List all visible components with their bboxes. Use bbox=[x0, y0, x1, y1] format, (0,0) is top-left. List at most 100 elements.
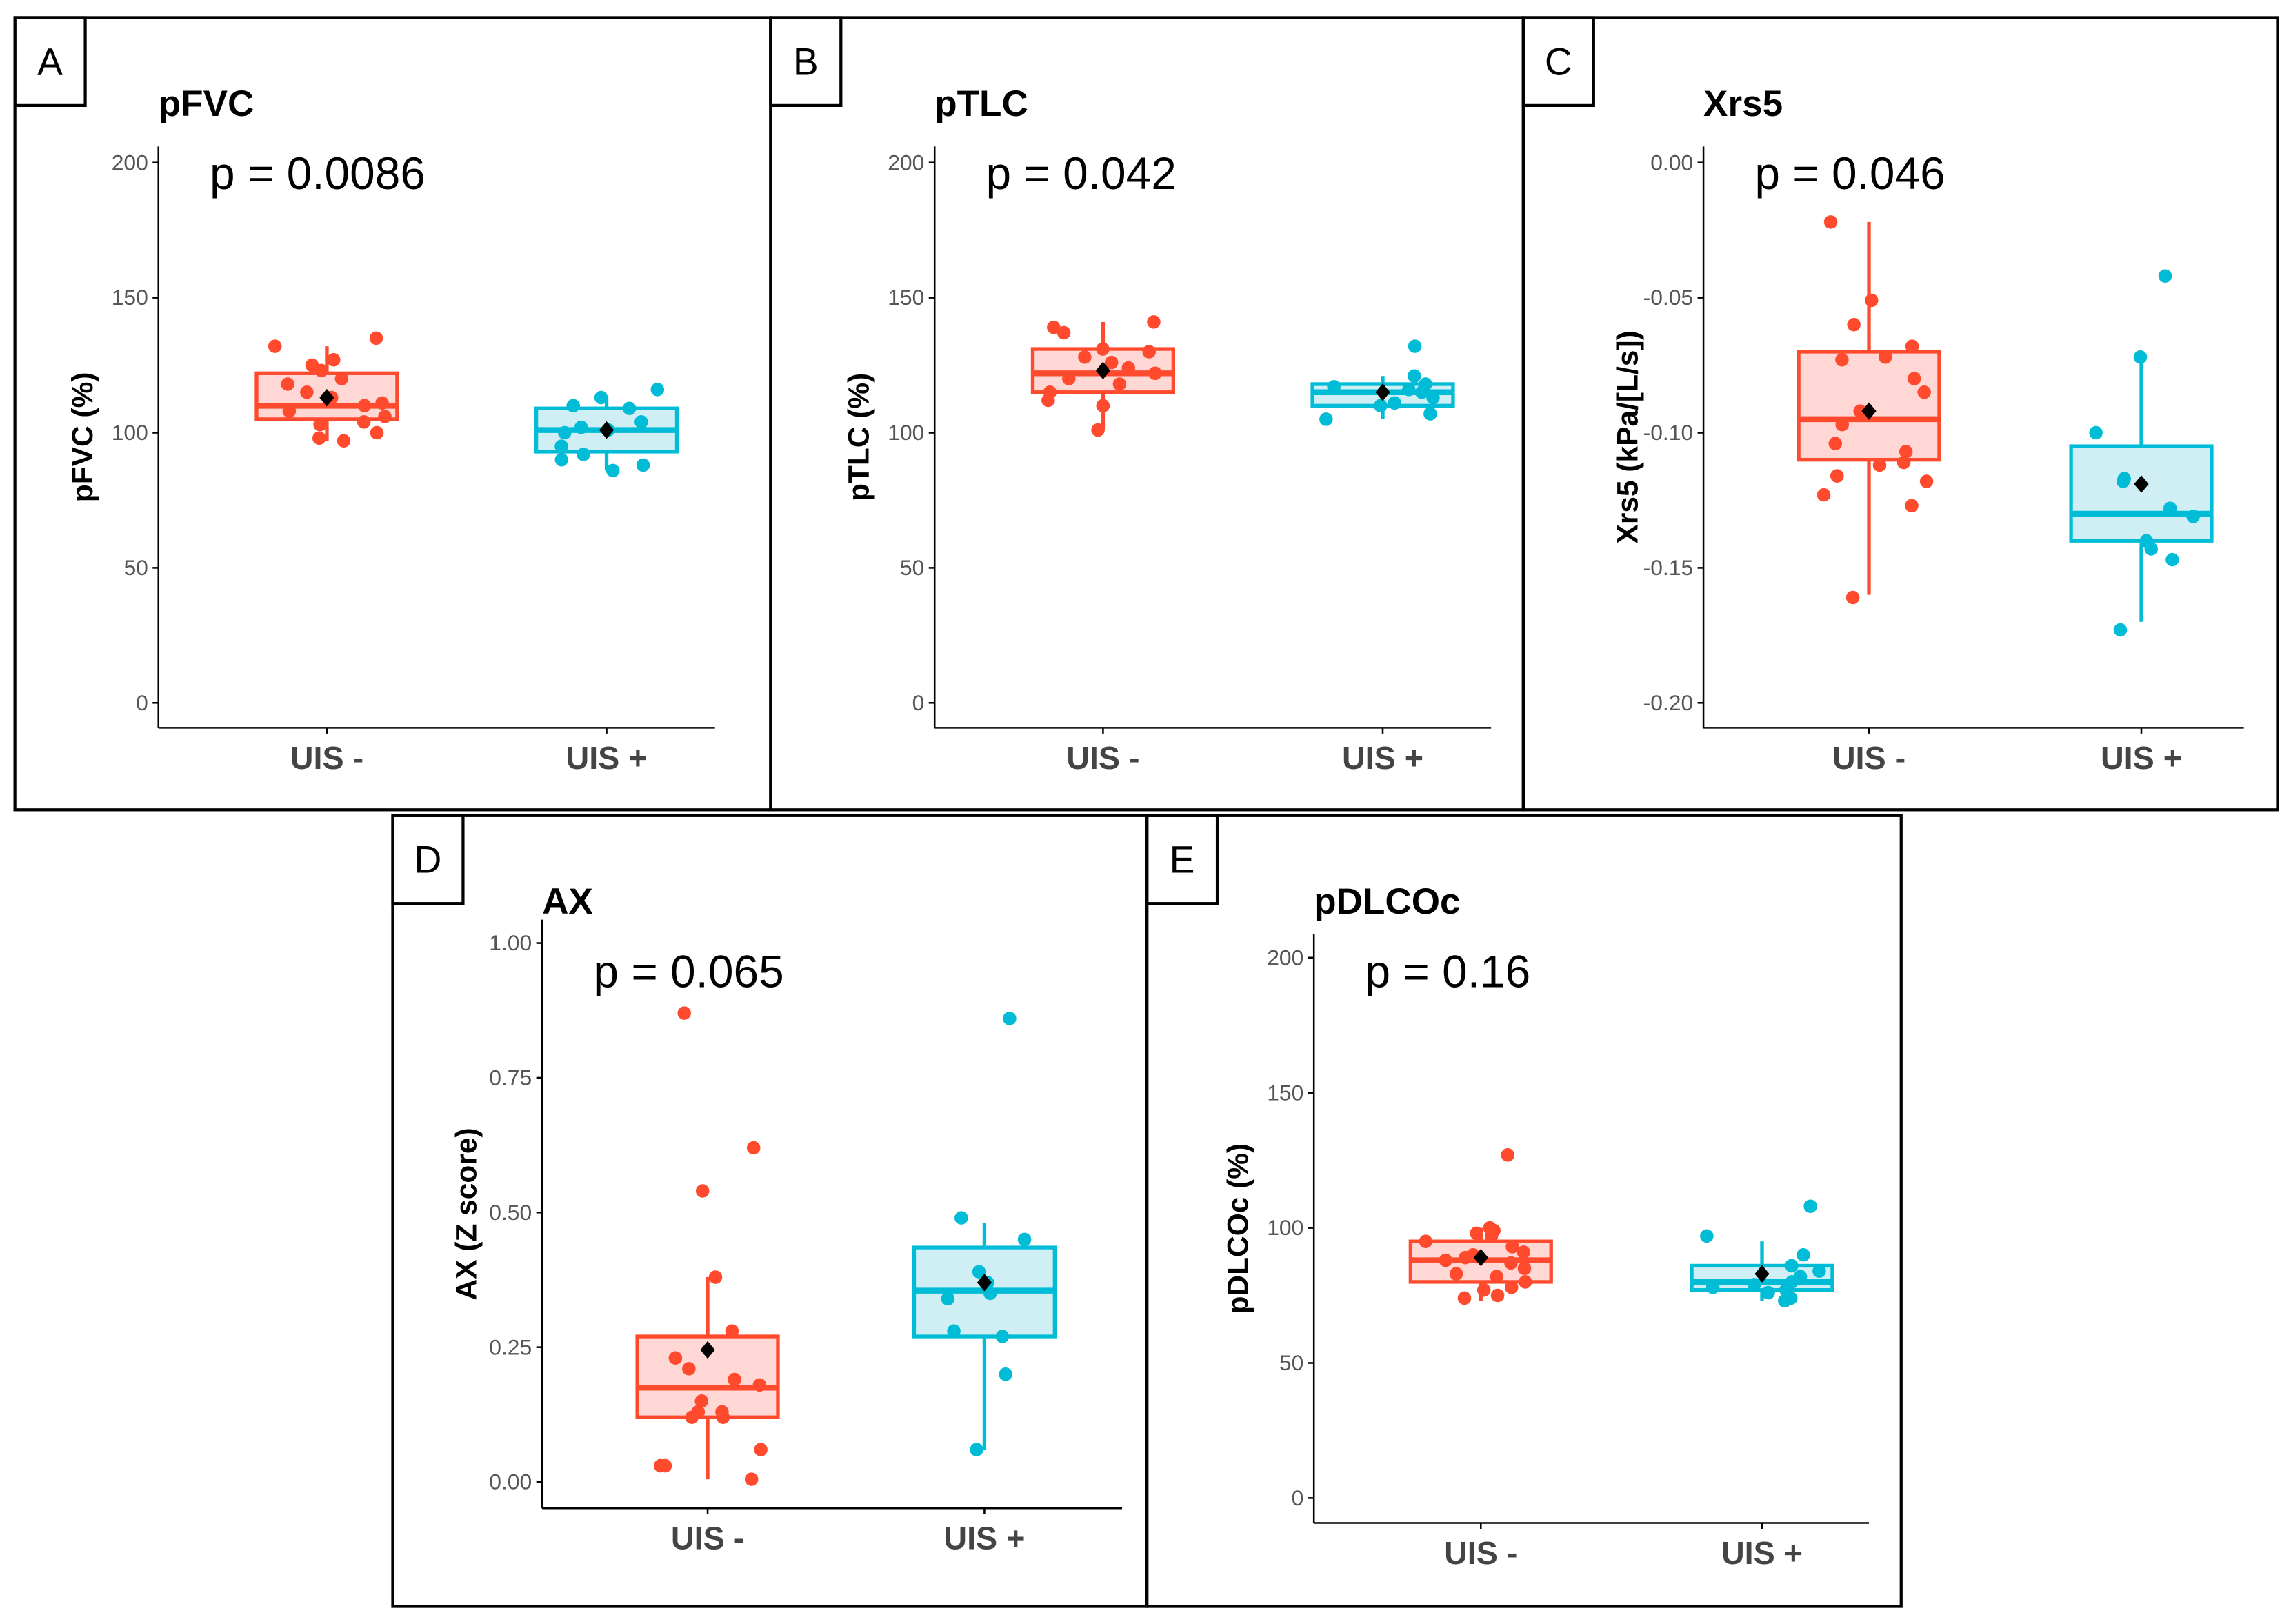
x-tick-label: UIS + bbox=[1721, 1535, 1803, 1571]
mean-marker bbox=[1473, 1248, 1488, 1267]
data-point bbox=[313, 417, 327, 432]
mean-marker bbox=[319, 388, 334, 407]
data-point bbox=[378, 410, 392, 423]
y-tick-label: 200 bbox=[888, 150, 924, 174]
data-point bbox=[594, 390, 608, 405]
data-point bbox=[1517, 1245, 1530, 1259]
data-point bbox=[1449, 1267, 1463, 1281]
data-point bbox=[970, 1443, 983, 1456]
data-point bbox=[941, 1292, 955, 1306]
data-point bbox=[1057, 325, 1071, 340]
data-point bbox=[312, 431, 326, 445]
data-point bbox=[1897, 455, 1911, 470]
data-point bbox=[577, 448, 590, 461]
data-point bbox=[1003, 1012, 1017, 1025]
data-point bbox=[947, 1324, 961, 1338]
data-point bbox=[677, 1006, 691, 1020]
p-value-annotation: p = 0.046 bbox=[1754, 148, 1945, 199]
x-tick-label: UIS - bbox=[1832, 740, 1905, 776]
data-point bbox=[1402, 383, 1416, 397]
data-point bbox=[1907, 372, 1921, 385]
data-point bbox=[1879, 350, 1892, 364]
data-point bbox=[1078, 350, 1092, 364]
data-point bbox=[1905, 499, 1919, 513]
data-point bbox=[554, 439, 568, 453]
data-point bbox=[1872, 458, 1887, 472]
data-point bbox=[2165, 552, 2179, 567]
mean-marker bbox=[2134, 475, 2149, 493]
data-point bbox=[1504, 1256, 1518, 1270]
y-tick-label: 50 bbox=[900, 555, 924, 580]
data-point bbox=[744, 1472, 759, 1486]
y-tick-label: 1.00 bbox=[489, 930, 532, 955]
data-point bbox=[1917, 385, 1931, 399]
y-tick-label: 100 bbox=[888, 420, 924, 445]
data-point bbox=[694, 1394, 709, 1408]
y-tick-label: 200 bbox=[112, 150, 148, 174]
data-point bbox=[2186, 510, 2200, 523]
data-point bbox=[1761, 1285, 1775, 1300]
series-uis-pos bbox=[2069, 269, 2214, 637]
data-point bbox=[1121, 361, 1136, 375]
series-uis-pos bbox=[912, 1012, 1057, 1456]
data-point bbox=[1062, 372, 1076, 385]
data-point bbox=[1017, 1232, 1032, 1247]
x-tick-label: UIS + bbox=[943, 1521, 1025, 1556]
iqr-box bbox=[2069, 444, 2214, 543]
data-point bbox=[327, 352, 341, 367]
data-point bbox=[2116, 474, 2130, 488]
data-point bbox=[2089, 425, 2103, 440]
data-point bbox=[1748, 1278, 1761, 1292]
y-tick-label: 0 bbox=[1292, 1485, 1304, 1510]
data-point bbox=[1797, 1247, 1810, 1262]
series-uis-neg bbox=[254, 331, 399, 448]
series-uis-pos bbox=[1310, 339, 1455, 426]
y-tick-label: 0.75 bbox=[489, 1065, 532, 1090]
y-tick-label: 50 bbox=[1279, 1350, 1303, 1375]
data-point bbox=[1845, 590, 1860, 605]
data-point bbox=[554, 452, 569, 467]
panel-frame bbox=[1521, 16, 2279, 812]
data-point bbox=[716, 1410, 730, 1425]
data-point bbox=[1408, 369, 1421, 383]
panel-c: C Xrs5 p = 0.046 -0.20 -0.15 -0.10 -0.05 0.00 Xr… bbox=[1521, 16, 2279, 812]
data-point bbox=[1484, 1229, 1499, 1243]
mean-marker bbox=[700, 1341, 715, 1359]
panel-frame bbox=[769, 16, 1525, 812]
data-point bbox=[1388, 396, 1401, 410]
y-axis-label: pDLCOc (%) bbox=[1222, 1143, 1254, 1314]
y-tick-label: 0 bbox=[912, 690, 925, 715]
data-point bbox=[2163, 501, 2177, 515]
data-point bbox=[1414, 385, 1429, 399]
panel-label-box bbox=[1521, 16, 1595, 108]
panel-d: D AXp = 0.065 0.00 0.25 0.50 0.75 1.00 AX (Z sc… bbox=[391, 814, 1149, 1608]
data-point bbox=[1477, 1283, 1491, 1297]
data-point bbox=[658, 1458, 672, 1473]
data-point bbox=[999, 1367, 1012, 1381]
data-point bbox=[1505, 1240, 1519, 1254]
data-point bbox=[1853, 404, 1867, 418]
panel-label: D bbox=[414, 839, 442, 881]
data-point bbox=[1439, 1253, 1453, 1267]
data-point bbox=[636, 458, 650, 472]
data-point bbox=[1517, 1261, 1532, 1276]
data-point bbox=[1327, 380, 1341, 394]
data-point bbox=[634, 415, 648, 429]
data-point bbox=[1835, 352, 1849, 367]
data-point bbox=[357, 415, 371, 429]
y-tick-label: 0.00 bbox=[1650, 150, 1693, 174]
data-point bbox=[682, 1362, 696, 1376]
data-point bbox=[357, 399, 372, 413]
y-tick-label: -0.05 bbox=[1643, 285, 1694, 310]
data-point bbox=[370, 425, 384, 440]
mean-marker bbox=[1095, 361, 1111, 380]
data-point bbox=[1319, 412, 1333, 426]
mean-marker bbox=[1754, 1265, 1770, 1283]
data-point bbox=[1785, 1259, 1799, 1273]
data-point bbox=[708, 1270, 723, 1284]
data-point bbox=[983, 1286, 997, 1301]
panel-label: E bbox=[1170, 839, 1195, 881]
chart-title: pTLC bbox=[934, 83, 1028, 124]
series-uis-neg bbox=[1030, 315, 1176, 437]
